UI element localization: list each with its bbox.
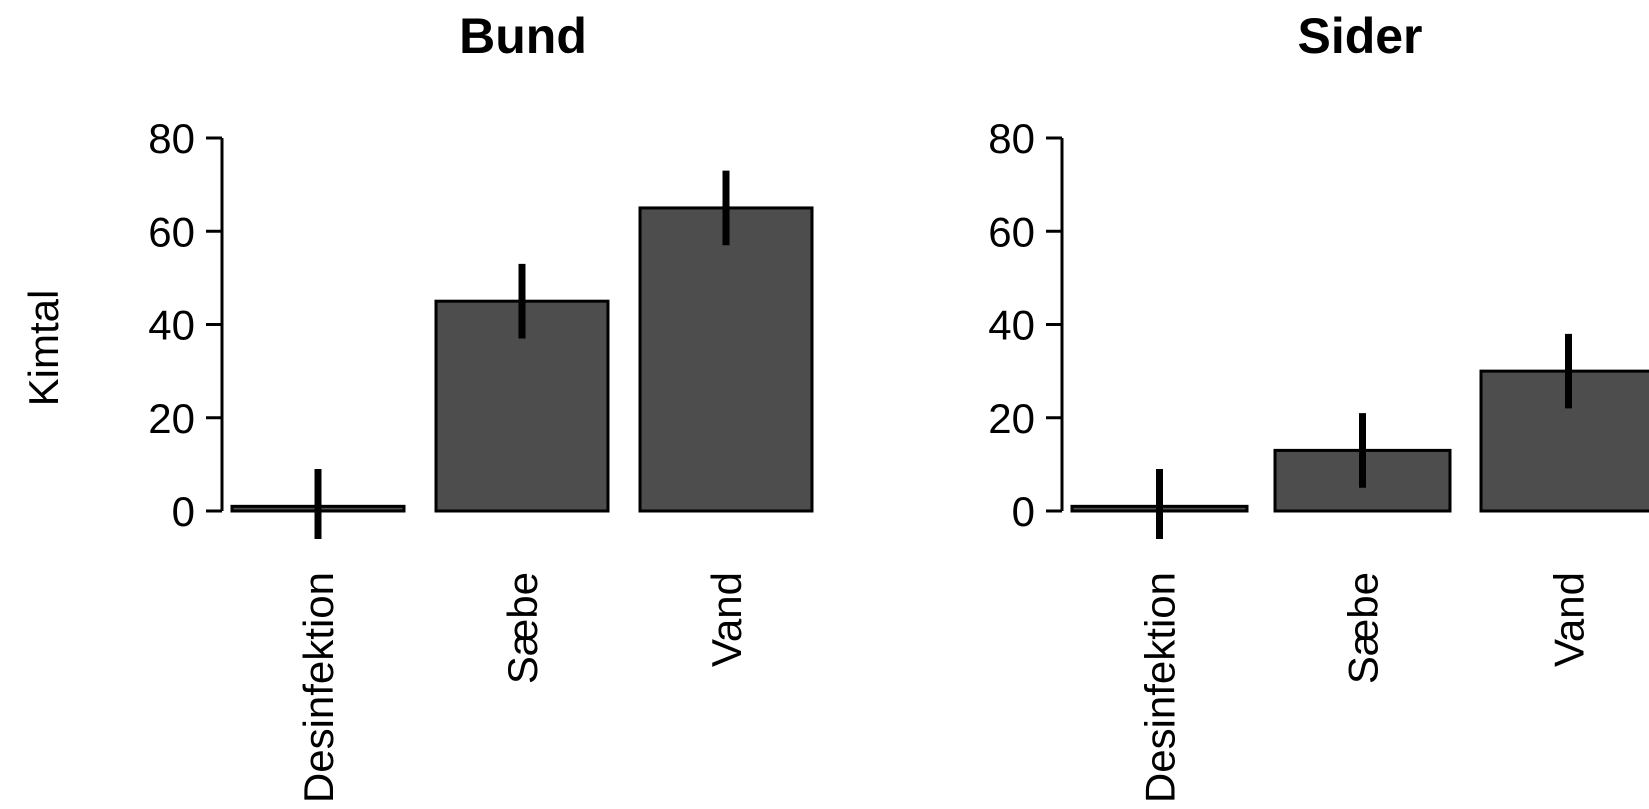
chart-panel-bund: Bund Kimtal 0 20 40 60 80 Desinfektion Sæbe Va… <box>20 8 814 803</box>
y-tick-label: 80 <box>148 115 195 162</box>
x-axis-labels: Desinfektion Sæbe Vand <box>1137 572 1593 803</box>
x-tick-label: Desinfektion <box>295 572 342 803</box>
y-tick-label: 0 <box>1012 488 1035 535</box>
x-axis-labels: Desinfektion Sæbe Vand <box>295 572 750 803</box>
y-tick-label: 60 <box>988 208 1035 255</box>
chart-title: Sider <box>1297 8 1422 64</box>
bar <box>638 206 814 513</box>
error-bars <box>314 170 730 539</box>
x-tick-label: Desinfektion <box>1137 572 1184 803</box>
y-tick-label: 60 <box>148 208 195 255</box>
x-tick-label: Sæbe <box>1340 572 1387 684</box>
y-axis: 0 20 40 60 80 <box>988 115 1064 535</box>
y-tick-label: 40 <box>148 302 195 349</box>
chart-title: Bund <box>459 8 587 64</box>
y-tick-label: 0 <box>172 488 195 535</box>
x-tick-label: Vand <box>1546 572 1593 667</box>
error-bars <box>1156 333 1572 539</box>
y-axis-label: Kimtal <box>20 290 67 407</box>
x-tick-label: Sæbe <box>499 572 546 684</box>
y-tick-label: 40 <box>988 302 1035 349</box>
y-axis: 0 20 40 60 80 <box>148 115 224 535</box>
x-tick-label: Vand <box>703 572 750 667</box>
y-tick-label: 20 <box>148 395 195 442</box>
y-tick-label: 80 <box>988 115 1035 162</box>
y-tick-label: 20 <box>988 395 1035 442</box>
chart-panel-sider: Sider 0 20 40 60 80 Desinfektion Sæbe Vand <box>988 8 1649 803</box>
bar-series <box>230 206 814 513</box>
